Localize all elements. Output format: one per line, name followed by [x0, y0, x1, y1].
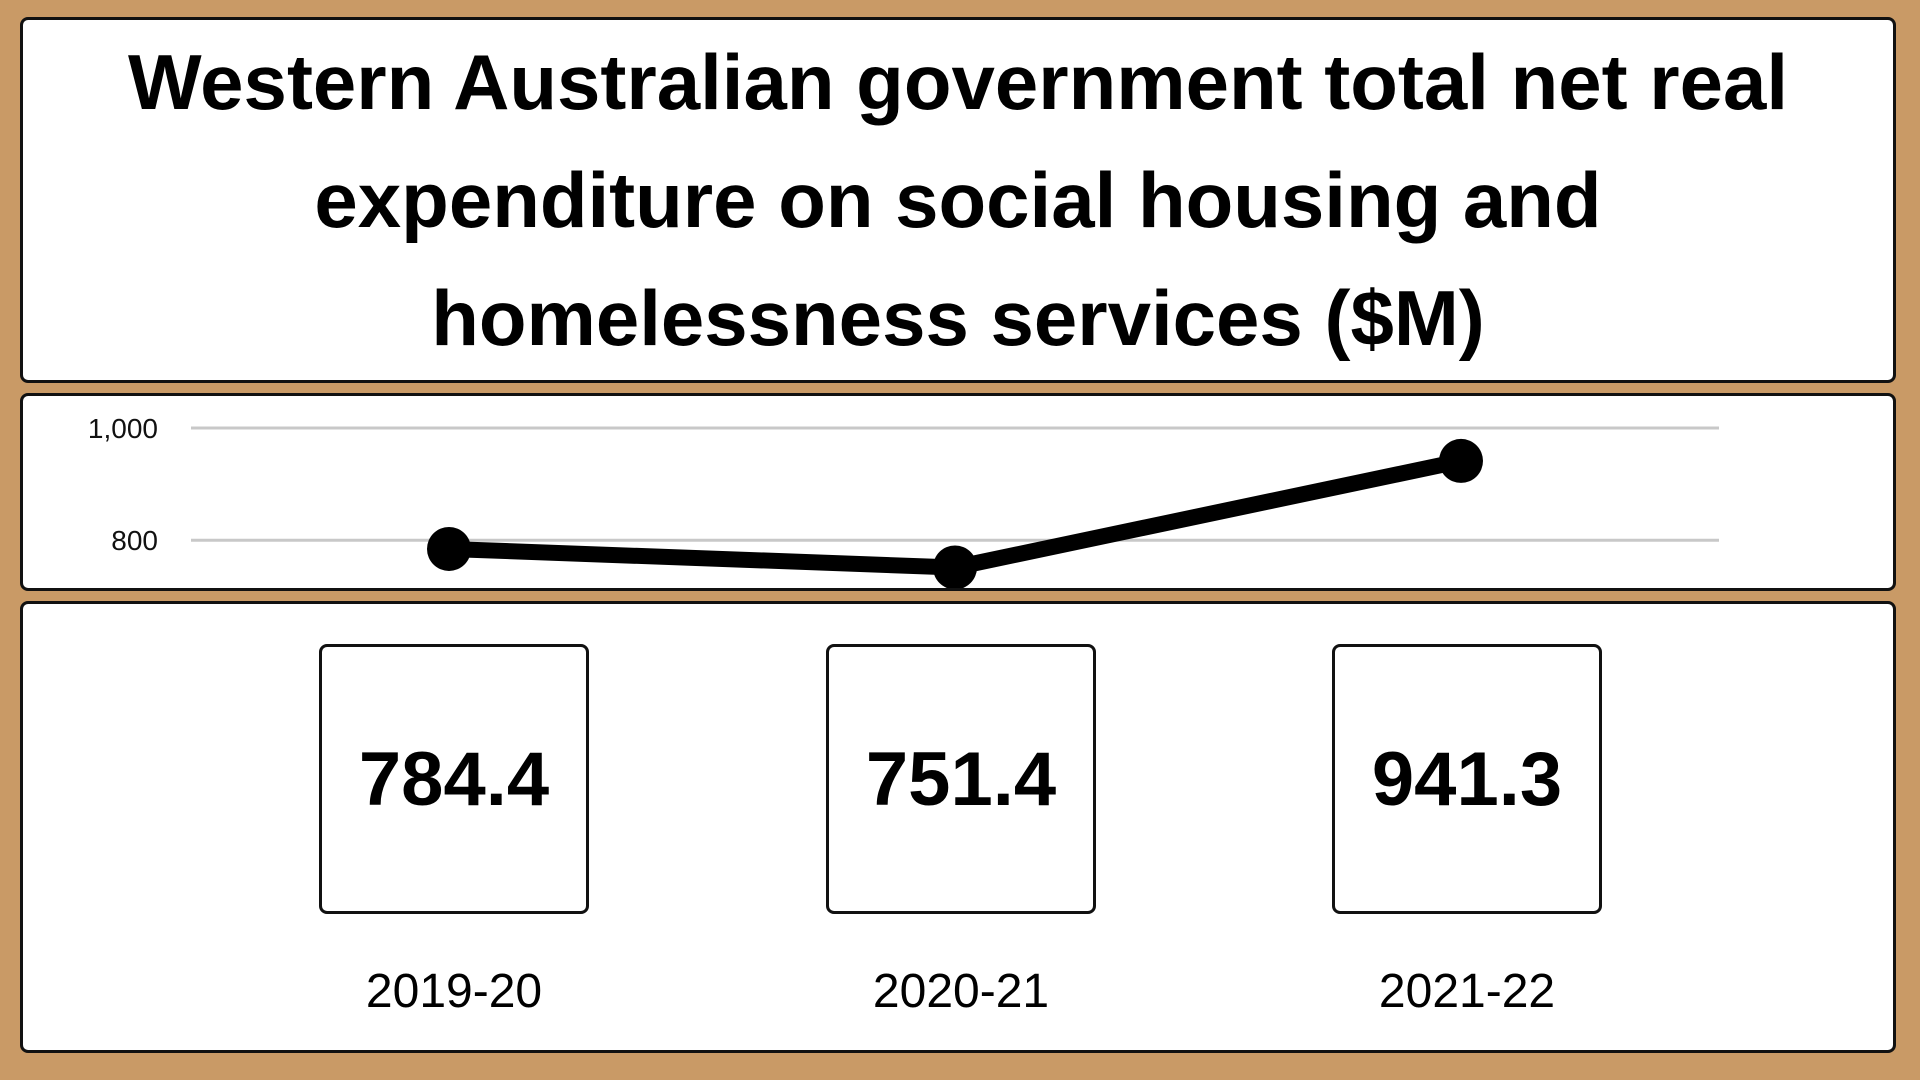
y-tick-label: 800 [111, 525, 158, 556]
value-label: 784.4 [358, 736, 550, 822]
title-panel: Western Australian government total net … [20, 17, 1896, 383]
data-point [933, 545, 977, 588]
data-point [1439, 438, 1483, 483]
value-label: 941.3 [1371, 736, 1563, 822]
category-label: 2020-21 [872, 965, 1050, 1018]
category-label: 2019-20 [365, 965, 543, 1018]
value-label: 751.4 [865, 736, 1057, 822]
chart-title: Western Australian government total net … [127, 38, 1789, 362]
line-chart-panel: 800 1,000 [20, 393, 1896, 591]
value-box-2019-20: 784.4 [319, 644, 589, 914]
y-tick-label: 1,000 [88, 413, 158, 444]
category-label: 2021-22 [1378, 965, 1556, 1018]
data-point [427, 526, 471, 571]
value-box-2020-21: 751.4 [826, 644, 1096, 914]
value-box-2021-22: 941.3 [1332, 644, 1602, 914]
values-panel: 784.4 751.4 941.3 2019-20 2020-21 2021-2… [20, 601, 1896, 1053]
line-chart: 800 1,000 [88, 413, 1719, 588]
